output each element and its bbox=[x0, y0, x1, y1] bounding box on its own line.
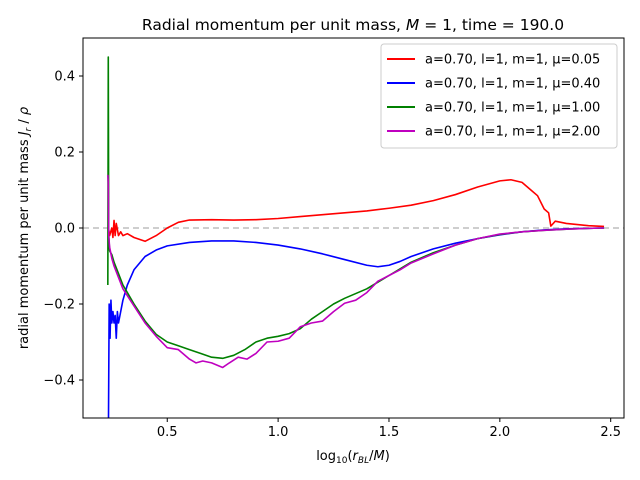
legend: a=0.70, l=1, m=1, μ=0.05 a=0.70, l=1, m=1… bbox=[380, 43, 618, 149]
y-axis-label: radial momentum per unit mass Jr / ρ bbox=[17, 106, 34, 349]
x-axis-label: log10(rBL/M) bbox=[316, 449, 390, 466]
y-tick-label: 0.0 bbox=[54, 222, 75, 237]
y-tick-label: −0.2 bbox=[43, 298, 75, 313]
x-tick-label: 1.5 bbox=[379, 425, 400, 440]
legend-label-3: a=0.70, l=1, m=1, μ=1.00 bbox=[425, 101, 600, 116]
y-axis-ticks: −0.4 −0.2 0.0 0.2 0.4 bbox=[43, 70, 83, 389]
x-tick-label: 0.5 bbox=[157, 425, 178, 440]
legend-label-2: a=0.70, l=1, m=1, μ=0.40 bbox=[425, 77, 600, 92]
y-tick-label: 0.2 bbox=[54, 146, 75, 161]
legend-label-4: a=0.70, l=1, m=1, μ=2.00 bbox=[425, 125, 600, 140]
series-line-4 bbox=[107, 174, 605, 369]
series-lines bbox=[107, 56, 605, 418]
x-tick-label: 1.0 bbox=[268, 425, 289, 440]
x-tick-label: 2.5 bbox=[600, 425, 621, 440]
chart-title: Radial momentum per unit mass, M = 1, ti… bbox=[142, 16, 564, 34]
plot-area bbox=[82, 37, 625, 419]
legend-label-1: a=0.70, l=1, m=1, μ=0.05 bbox=[425, 53, 600, 68]
legend-box bbox=[380, 43, 618, 149]
x-tick-label: 2.0 bbox=[489, 425, 510, 440]
y-tick-label: 0.4 bbox=[54, 70, 75, 85]
series-line-1 bbox=[107, 178, 605, 243]
y-tick-label: −0.4 bbox=[43, 374, 75, 389]
legend-entries: a=0.70, l=1, m=1, μ=0.05 a=0.70, l=1, m=1… bbox=[387, 53, 600, 140]
x-axis-ticks: 0.5 1.0 1.5 2.0 2.5 bbox=[157, 418, 621, 440]
series-line-2 bbox=[107, 227, 605, 418]
